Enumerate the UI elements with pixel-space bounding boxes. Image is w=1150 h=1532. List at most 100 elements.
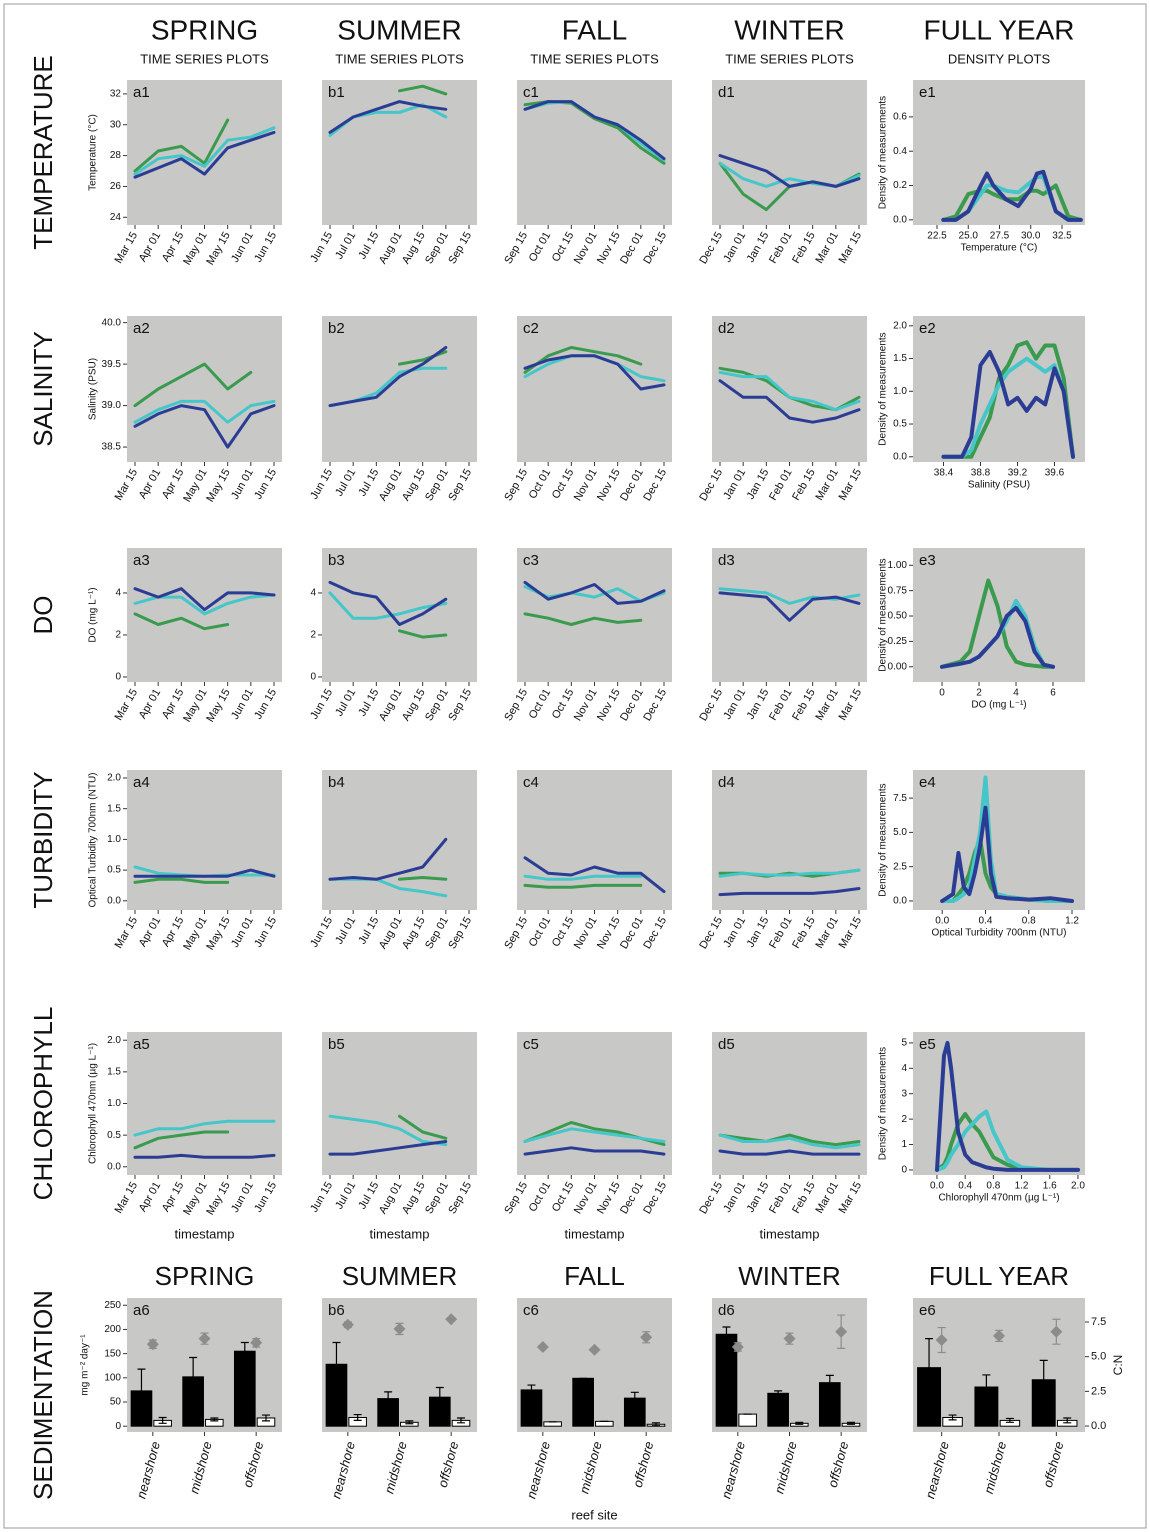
y-tick-label: 4 [310, 588, 316, 599]
panel-label: d4 [718, 774, 735, 791]
density-curve [940, 805, 1074, 903]
x-tick-label: Oct 01 [527, 230, 554, 264]
error-bar [200, 1332, 209, 1345]
x-tick-label: 1.6 [1043, 1181, 1057, 1192]
x-tick-label: Jun 15 [252, 1180, 279, 1215]
series-line [523, 874, 643, 881]
y-axis-label: Temperature (°C) [88, 114, 99, 191]
panel-label: d1 [718, 84, 735, 101]
series-line [523, 1127, 666, 1143]
panel-label: e2 [919, 320, 936, 337]
series-line [328, 346, 448, 408]
y-tick-label: 250 [104, 1300, 121, 1311]
x-tick-label: Oct 01 [527, 915, 554, 949]
panel-background [913, 80, 1085, 225]
series-line [718, 1149, 861, 1156]
series-line [328, 837, 448, 881]
panel-label: e4 [919, 774, 936, 791]
x-tick-label: Oct 01 [527, 1180, 554, 1214]
x-tick-label: 39.6 [1045, 468, 1065, 479]
density-curve [941, 356, 1075, 459]
series-line [133, 130, 276, 179]
x-tick-label: Dec 15 [697, 687, 725, 723]
error-bar [353, 1413, 362, 1421]
x-tick-label: Sep 15 [446, 915, 474, 951]
y-tick-label: 2.0 [893, 320, 907, 331]
series-line [718, 587, 861, 605]
error-bar [722, 1326, 731, 1343]
column-subtitle: TIME SERIES PLOTS [725, 51, 854, 66]
row-label: DO [28, 596, 58, 635]
y-tick-label: 3 [901, 1088, 907, 1099]
x-tick-label: midshore [771, 1440, 799, 1496]
series-line [133, 362, 253, 408]
panel-background [127, 1032, 282, 1175]
panel-background [517, 548, 672, 682]
error-bar [332, 1341, 341, 1387]
series-line [718, 370, 861, 412]
y-tick-label: 0 [310, 672, 316, 683]
x-tick-label: Jul 01 [333, 467, 358, 498]
y-tick-label: 4 [901, 1063, 907, 1074]
x-tick-label: 0.4 [958, 1181, 972, 1192]
y2-axis-label: C:N [1111, 1355, 1125, 1376]
y-tick-label: 150 [104, 1348, 121, 1359]
y-axis-label: DO (mg L⁻¹) [88, 587, 99, 642]
y-tick-label: 2.0 [107, 1035, 121, 1046]
x-tick-label: Jun 15 [252, 687, 279, 722]
error-bar [456, 1417, 465, 1424]
panel-background [712, 770, 867, 910]
y-tick-label: 0.5 [107, 865, 121, 876]
x-tick-label: Dec 15 [641, 467, 669, 503]
y2-tick-label: 5.0 [1091, 1351, 1106, 1363]
x-tick-label: Dec 15 [697, 467, 725, 503]
x-tick-label: Dec 15 [697, 230, 725, 266]
panel-label: b3 [328, 552, 345, 569]
x-axis-label: timestamp [760, 1226, 820, 1241]
series-line [523, 883, 643, 889]
panel-label: a4 [133, 774, 150, 791]
error-bar [137, 1368, 146, 1414]
x-tick-label: 2 [976, 688, 982, 699]
y-tick-label: 28 [110, 150, 122, 161]
y-tick-label: 0.25 [888, 636, 908, 647]
series-line [133, 868, 276, 878]
x-tick-label: offshore [1040, 1440, 1067, 1489]
error-bar [435, 1386, 444, 1408]
y-tick-label: 0.75 [888, 585, 908, 596]
series-line [523, 1146, 666, 1156]
x-tick-label: Dec 15 [641, 687, 669, 723]
series-line [523, 856, 666, 894]
density-curve [935, 1109, 1080, 1172]
x-tick-label: Mar 15 [837, 915, 865, 951]
series-line [133, 1153, 276, 1159]
panel-label: e3 [919, 552, 936, 569]
x-tick-label: nearshore [922, 1440, 952, 1500]
density-curve [941, 169, 1083, 222]
error-bar [1052, 1318, 1061, 1345]
error-bar [240, 1341, 249, 1361]
error-bar [795, 1421, 804, 1425]
panel-background [322, 1032, 477, 1175]
sedimentation-header: SPRING [155, 1261, 255, 1291]
y-axis-label: Density of measurements [878, 558, 889, 671]
x-tick-label: offshore [825, 1440, 852, 1489]
error-bar [447, 1317, 456, 1322]
error-bar [210, 1417, 219, 1422]
series-line [523, 612, 643, 626]
series-line [133, 399, 276, 424]
panel-background [322, 770, 477, 910]
x-tick-label: 38.8 [971, 468, 991, 479]
panel-background [712, 80, 867, 225]
row-label: TEMPERATURE [28, 55, 58, 250]
y-axis-label: Optical Turbidity 700nm (NTU) [88, 772, 99, 907]
y-tick-label: 1.0 [107, 1098, 121, 1109]
density-curve [941, 183, 1083, 222]
x-tick-label: nearshore [328, 1440, 358, 1500]
error-bar [158, 1416, 167, 1424]
figure-border [3, 3, 1147, 1529]
bar [233, 1350, 256, 1427]
y-tick-label: 0 [901, 1165, 907, 1176]
series-line [133, 118, 230, 173]
series-line [718, 1133, 861, 1150]
